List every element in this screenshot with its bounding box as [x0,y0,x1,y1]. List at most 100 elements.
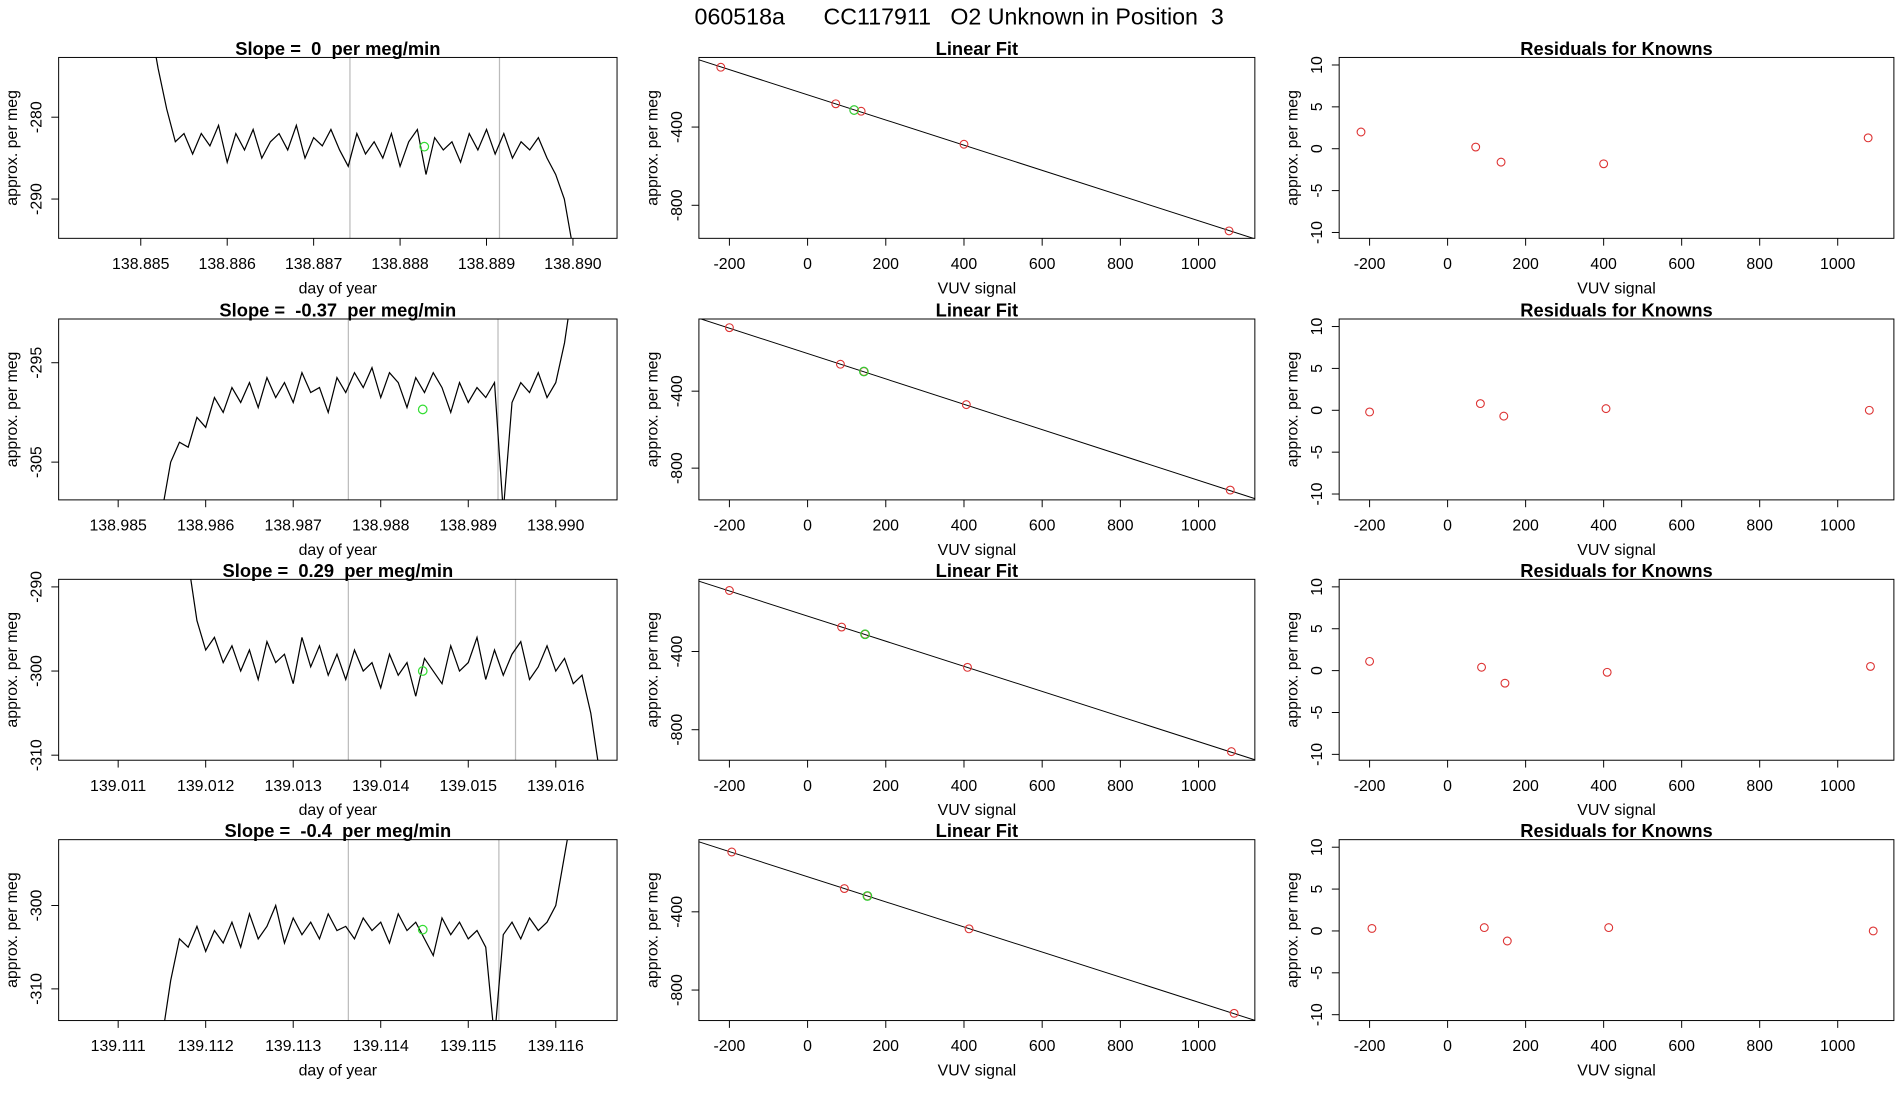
point [724,323,734,333]
x-tick-label: 200 [873,1038,900,1055]
panel: Residuals for Knowns VUV signal approx. pe… [1285,560,1895,819]
point [1868,926,1878,936]
x-tick-label: 800 [1746,1038,1773,1055]
x-tick-label: -200 [1354,1038,1386,1055]
x-tick-label: -200 [1354,517,1386,534]
y-tick-label: -10 [1309,221,1326,244]
point [1601,404,1611,414]
plot-frame [1338,318,1895,501]
x-tick-label: 400 [951,778,978,795]
x-tick-label: 800 [1107,256,1134,273]
highlight-point [860,629,870,640]
x-tick-label: 800 [1746,256,1773,273]
plot-area [698,841,1255,1021]
plot-area [164,839,568,1021]
y-tick-label: -400 [669,111,686,143]
x-tick-label: 200 [873,517,900,534]
panel-title: Residuals for Knowns [1520,820,1712,841]
fit-line [698,59,1255,239]
x-tick-label: 139.112 [178,1038,234,1055]
point [1602,667,1612,677]
data-line [163,319,569,500]
y-tick-label: -5 [1309,183,1326,197]
plot-area [698,59,1255,239]
point [1499,411,1509,421]
y-tick-label: -10 [1309,1003,1326,1026]
panel-title: Linear Fit [936,300,1018,321]
y-axis-label: approx. per meg [644,90,661,206]
x-tick-label: 600 [1029,517,1056,534]
point [1500,678,1510,688]
y-tick-label: -310 [29,973,46,1005]
data-line [164,839,568,1021]
panel: Residuals for Knowns VUV signal approx. pe… [1285,300,1895,559]
panel-title: Residuals for Knowns [1520,38,1712,59]
x-tick-label: 138.890 [544,256,602,273]
x-tick-label: 138.885 [112,256,170,273]
point [1226,747,1236,757]
point [1225,485,1235,495]
y-tick-label: -800 [669,974,686,1006]
x-tick-label: 1000 [1820,778,1855,795]
x-tick-label: 138.987 [265,517,323,534]
y-tick-label: 5 [1309,102,1326,111]
y-tick-label: -290 [29,183,46,215]
y-tick-label: -400 [669,375,686,407]
y-axis-label: approx. per meg [644,352,661,468]
x-tick-label: 139.016 [527,778,585,795]
x-tick-label: 138.889 [458,256,516,273]
y-tick-label: -300 [29,889,46,921]
x-tick-label: 139.013 [265,778,323,795]
y-axis-label: approx. per meg [4,612,21,728]
point [835,359,845,369]
y-axis-label: approx. per meg [4,90,21,206]
panel-title: Residuals for Knowns [1520,560,1712,581]
x-axis-label: VUV signal [1577,1063,1656,1080]
x-tick-label: 0 [803,256,812,273]
x-tick-label: 600 [1668,778,1695,795]
x-tick-label: 1000 [1181,517,1216,534]
plot-area [155,57,572,239]
point [1229,1008,1239,1018]
x-tick-label: 138.985 [89,517,147,534]
highlight-point [417,404,428,415]
x-axis-label: VUV signal [1577,280,1656,297]
point [1477,662,1487,672]
x-tick-label: 1000 [1181,1038,1216,1055]
y-axis-label: approx. per meg [1285,352,1302,468]
panel-title: Slope = 0.29 per meg/min [223,560,454,581]
panel: Linear Fit VUV signal approx. per meg -200 0… [644,300,1256,559]
point [837,622,847,632]
panel: Slope = 0.29 per meg/min day of year appro… [4,560,618,819]
point [1866,661,1875,671]
x-tick-label: 139.015 [440,778,498,795]
x-axis-label: day of year [299,1063,378,1080]
x-tick-label: 138.989 [440,517,498,534]
x-tick-label: 800 [1107,778,1134,795]
point [1502,936,1512,946]
point [839,884,849,894]
x-tick-label: 600 [1668,1038,1695,1055]
y-tick-label: -290 [29,571,46,603]
plot-frame [698,578,1256,761]
point [1356,127,1366,137]
point [831,99,841,109]
point [959,139,969,149]
plot-frame [698,318,1256,501]
x-tick-label: 138.888 [371,256,429,273]
y-axis-label: approx. per meg [644,612,661,728]
point [716,62,726,72]
point [1365,407,1375,417]
x-tick-label: 200 [1512,778,1539,795]
highlight-point [859,366,869,377]
y-axis-label: approx. per meg [644,872,661,988]
x-tick-label: 400 [951,517,978,534]
x-axis-label: VUV signal [1577,542,1656,559]
panel-title: Slope = -0.37 per meg/min [219,300,456,321]
x-tick-label: 0 [803,1038,812,1055]
x-tick-label: 800 [1107,1038,1134,1055]
y-tick-label: -400 [669,896,686,928]
plot-frame [698,56,1256,239]
x-axis-label: day of year [299,802,378,819]
panel-title: Linear Fit [936,38,1018,59]
